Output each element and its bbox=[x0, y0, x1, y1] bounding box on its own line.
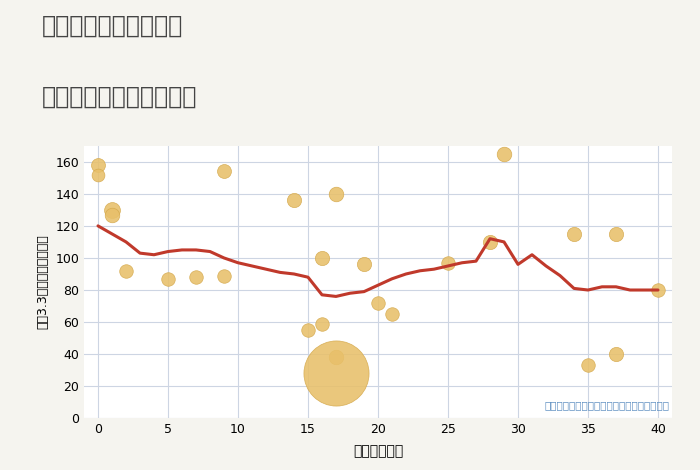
Point bbox=[218, 272, 230, 279]
Point bbox=[330, 369, 342, 377]
Point bbox=[162, 275, 174, 282]
Point bbox=[92, 171, 104, 178]
Point bbox=[568, 230, 580, 238]
X-axis label: 築年数（年）: 築年数（年） bbox=[353, 445, 403, 459]
Point bbox=[302, 326, 314, 334]
Point bbox=[92, 161, 104, 169]
Point bbox=[582, 361, 594, 369]
Point bbox=[106, 211, 118, 219]
Text: 円の大きさは、取引のあった物件面積を示す: 円の大きさは、取引のあった物件面積を示す bbox=[544, 400, 669, 410]
Point bbox=[652, 286, 664, 294]
Point bbox=[190, 274, 202, 281]
Text: 築年数別中古戸建て価格: 築年数別中古戸建て価格 bbox=[42, 85, 197, 109]
Point bbox=[442, 259, 454, 266]
Point bbox=[610, 351, 622, 358]
Point bbox=[610, 230, 622, 238]
Point bbox=[316, 254, 328, 262]
Point bbox=[372, 299, 384, 306]
Text: 奈良県奈良市百楽園の: 奈良県奈良市百楽園の bbox=[42, 14, 183, 38]
Point bbox=[218, 168, 230, 175]
Point bbox=[358, 260, 370, 268]
Y-axis label: 坪（3.3㎡）単価（万円）: 坪（3.3㎡）単価（万円） bbox=[36, 235, 50, 329]
Point bbox=[316, 320, 328, 328]
Point bbox=[498, 150, 510, 157]
Point bbox=[330, 353, 342, 361]
Point bbox=[386, 310, 398, 318]
Point bbox=[288, 196, 300, 204]
Point bbox=[484, 238, 496, 246]
Point bbox=[106, 206, 118, 213]
Point bbox=[330, 190, 342, 197]
Point bbox=[120, 267, 132, 274]
